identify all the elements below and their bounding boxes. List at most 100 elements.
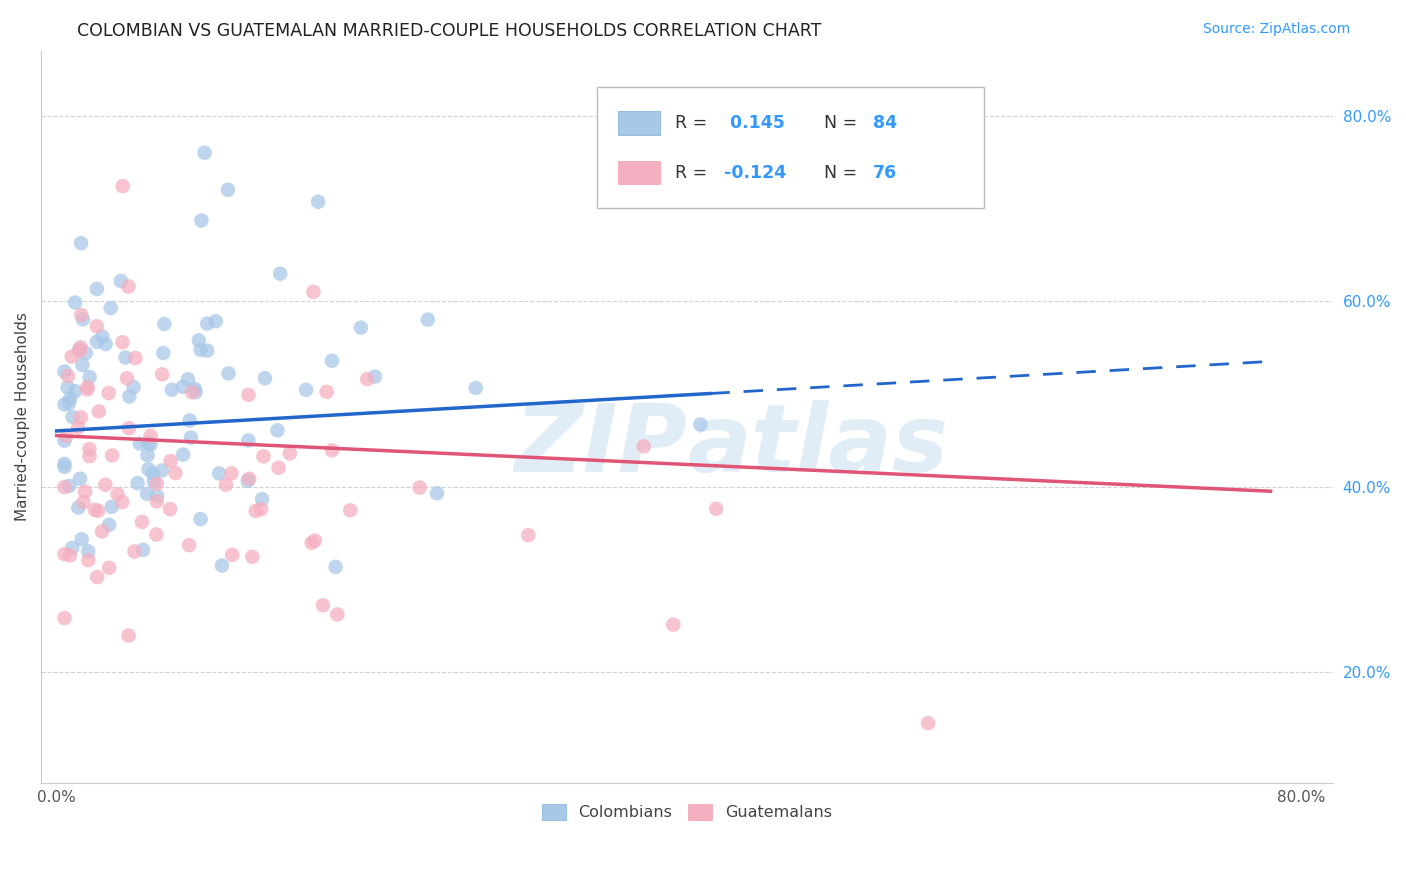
Point <box>70 410 93 425</box>
Point <box>195 317 218 331</box>
Text: Source: ZipAtlas.com: Source: ZipAtlas.com <box>1202 22 1350 37</box>
Point <box>67 500 90 515</box>
Point <box>221 548 243 562</box>
Point <box>159 502 181 516</box>
Text: N =: N = <box>824 114 863 132</box>
Point <box>131 515 153 529</box>
Point <box>146 494 169 508</box>
Point <box>86 282 108 296</box>
Point <box>59 549 82 563</box>
Point <box>91 524 114 539</box>
Point <box>69 340 91 354</box>
Point <box>321 443 343 458</box>
Point <box>180 431 202 445</box>
Point <box>325 559 347 574</box>
Point <box>115 371 138 385</box>
Point <box>53 457 76 471</box>
Point <box>127 476 149 491</box>
Point <box>339 503 361 517</box>
Point <box>132 542 155 557</box>
Point <box>75 346 97 360</box>
Point <box>917 716 939 731</box>
Point <box>53 547 76 561</box>
Point <box>295 383 318 397</box>
Point <box>179 538 201 552</box>
Point <box>172 380 194 394</box>
Point <box>98 517 121 532</box>
Point <box>91 329 114 343</box>
Point <box>253 371 276 385</box>
Point <box>76 380 98 394</box>
Point <box>205 314 228 328</box>
Point <box>69 344 91 359</box>
Point <box>304 533 326 548</box>
Point <box>184 382 207 396</box>
Point <box>416 312 439 326</box>
Text: 76: 76 <box>873 164 897 182</box>
Point <box>190 213 212 227</box>
Point <box>150 368 173 382</box>
Point <box>114 351 136 365</box>
Point <box>152 346 174 360</box>
Point <box>60 541 83 555</box>
Point <box>124 544 146 558</box>
Point <box>70 236 93 251</box>
Point <box>70 308 93 322</box>
Point <box>53 364 76 378</box>
Point <box>238 472 260 486</box>
Point <box>240 549 263 564</box>
Point <box>79 370 101 384</box>
Point <box>111 495 134 509</box>
Point <box>139 437 162 451</box>
Point <box>124 351 146 365</box>
Point <box>138 462 160 476</box>
Bar <box>619 112 659 135</box>
Point <box>177 372 200 386</box>
Point <box>238 388 260 402</box>
Point <box>53 611 76 625</box>
Point <box>159 454 181 468</box>
Point <box>165 466 187 480</box>
Point <box>53 434 76 448</box>
Point <box>312 599 335 613</box>
Point <box>160 383 183 397</box>
Point <box>245 504 267 518</box>
Point <box>326 607 349 622</box>
Point <box>142 475 165 489</box>
Point <box>269 267 291 281</box>
Point <box>63 384 86 399</box>
Point <box>278 446 301 460</box>
Point <box>75 484 97 499</box>
Point <box>195 343 218 358</box>
Point <box>221 467 243 481</box>
Point <box>63 295 86 310</box>
Point <box>97 386 120 401</box>
Point <box>250 502 273 516</box>
Point <box>100 301 122 315</box>
Point <box>87 404 110 418</box>
Point <box>87 504 110 518</box>
Point <box>98 560 121 574</box>
Text: atlas: atlas <box>688 401 948 492</box>
Point <box>136 487 159 501</box>
Point <box>301 536 323 550</box>
Text: 0.145: 0.145 <box>724 114 786 132</box>
Point <box>136 436 159 450</box>
Point <box>58 479 80 493</box>
Point <box>72 312 94 326</box>
Point <box>72 358 94 372</box>
Point <box>101 449 124 463</box>
Point <box>187 334 209 348</box>
Point <box>464 381 486 395</box>
Point <box>190 343 212 357</box>
Point <box>83 503 105 517</box>
Point <box>122 380 145 394</box>
Point <box>118 421 141 435</box>
Point <box>266 423 288 437</box>
Point <box>150 463 173 477</box>
Point <box>633 439 655 453</box>
Point <box>146 489 169 503</box>
Point <box>107 487 129 501</box>
Point <box>136 448 159 462</box>
Legend: Colombians, Guatemalans: Colombians, Guatemalans <box>536 797 838 827</box>
